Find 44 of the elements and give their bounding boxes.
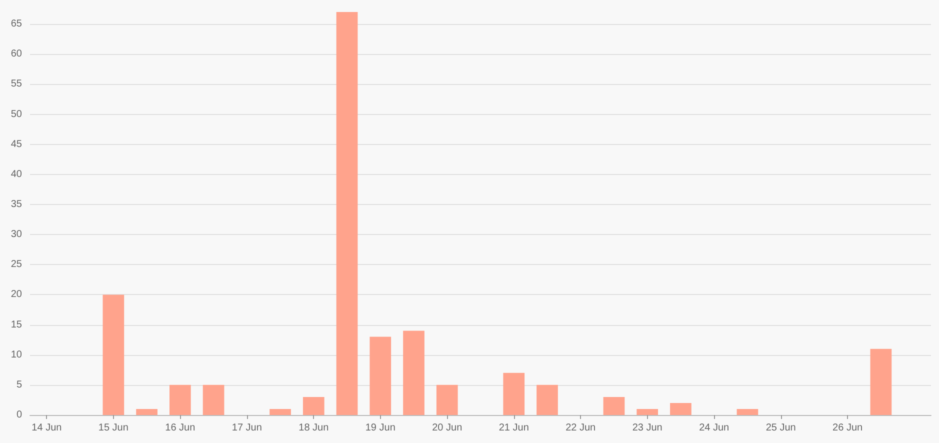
- x-tick-label: 23 Jun: [632, 422, 662, 434]
- y-tick-label: 65: [10, 18, 22, 30]
- bar: [736, 408, 758, 415]
- bar: [102, 294, 124, 415]
- y-tick-label: 40: [10, 168, 22, 180]
- x-tick-label: 26 Jun: [832, 422, 863, 434]
- x-tick-label: 22 Jun: [566, 422, 596, 434]
- bar: [503, 372, 525, 415]
- y-tick-label: 45: [10, 138, 22, 150]
- x-tick-label: 21 Jun: [498, 422, 529, 434]
- y-tick-label: 15: [10, 319, 22, 330]
- x-tick-label: 24 Jun: [699, 422, 730, 434]
- x-tick-label: 16 Jun: [165, 422, 196, 434]
- bar: [436, 384, 458, 415]
- bar: [336, 12, 358, 415]
- x-tick-label: 25 Jun: [766, 422, 796, 434]
- x-tick-label: 20 Jun: [432, 422, 462, 434]
- bar: [536, 384, 558, 415]
- y-tick-label: 0: [16, 410, 22, 420]
- x-tick-label: 18 Jun: [298, 422, 329, 434]
- y-tick-label: 35: [10, 198, 22, 210]
- bar: [670, 402, 692, 415]
- y-tick-label: 55: [10, 78, 22, 90]
- y-tick-label: 30: [10, 229, 22, 240]
- bar: [603, 396, 625, 415]
- bar: [202, 384, 224, 415]
- y-tick-label: 5: [16, 379, 22, 390]
- bar: [870, 348, 892, 415]
- x-tick-label: 17 Jun: [232, 422, 262, 434]
- y-tick-label: 60: [10, 48, 22, 60]
- bar: [270, 408, 291, 415]
- bar: [636, 408, 658, 415]
- bar: [403, 330, 424, 415]
- x-tick-label: 15 Jun: [98, 422, 128, 434]
- bar: [302, 396, 324, 415]
- x-tick-label: 19 Jun: [365, 422, 396, 434]
- x-tick-label: 14 Jun: [32, 422, 62, 434]
- bar: [169, 384, 191, 415]
- bar: [370, 336, 392, 415]
- y-tick-label: 20: [10, 289, 22, 300]
- y-tick-label: 50: [10, 108, 22, 120]
- y-tick-label: 10: [10, 349, 22, 360]
- bar: [136, 408, 158, 415]
- y-tick-label: 25: [10, 259, 22, 270]
